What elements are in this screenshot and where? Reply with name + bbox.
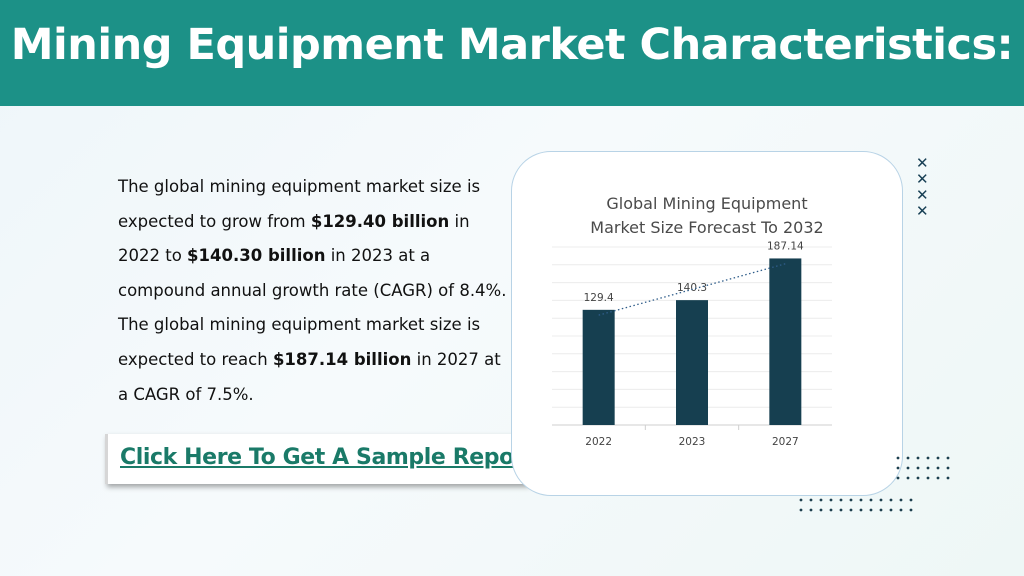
dot <box>849 508 853 512</box>
description-text-2: in 2022 to <box>118 211 470 266</box>
dot <box>896 466 900 470</box>
dot <box>946 456 950 460</box>
chart-title: Global Mining Equipment Market Size Fore… <box>512 192 902 240</box>
dot <box>829 508 833 512</box>
dot <box>889 498 893 502</box>
dot <box>946 466 950 470</box>
dot-pattern <box>799 498 913 512</box>
bar-2022 <box>582 309 615 425</box>
description-text-3: in 2023 at a compound annual growth rate… <box>118 246 507 369</box>
dot <box>936 466 940 470</box>
dot <box>936 476 940 480</box>
bar-2027 <box>769 258 802 425</box>
data-label-2023: 140.3 <box>677 282 707 294</box>
sample-report-box: Click Here To Get A Sample Report <box>105 434 535 484</box>
dot <box>799 508 803 512</box>
dot <box>879 508 883 512</box>
dot <box>946 476 950 480</box>
dot <box>906 456 910 460</box>
x-mark-icon: ✕ <box>916 187 929 204</box>
chart-title-line1: Global Mining Equipment <box>606 194 808 213</box>
market-description: The global mining equipment market size … <box>118 170 508 412</box>
sample-report-link[interactable]: Click Here To Get A Sample Report <box>120 445 535 470</box>
dot <box>896 476 900 480</box>
chart-title-line2: Market Size Forecast To 2032 <box>590 218 824 237</box>
dot <box>849 498 853 502</box>
dot <box>906 476 910 480</box>
dot <box>889 508 893 512</box>
description-text-1: The global mining equipment market size … <box>118 177 481 231</box>
page-title: Mining Equipment Market Characteristics: <box>10 20 1014 70</box>
x-mark-icon: ✕ <box>916 171 929 188</box>
dot <box>869 498 873 502</box>
dot <box>839 508 843 512</box>
dot-pattern <box>896 456 950 480</box>
dot <box>879 498 883 502</box>
value-2027: $187.14 billion <box>272 349 412 369</box>
dot <box>909 508 913 512</box>
dot <box>869 508 873 512</box>
chart-card: Global Mining Equipment Market Size Fore… <box>511 151 903 496</box>
description-text-4: in 2027 at a CAGR of 7.5%. <box>118 349 501 404</box>
dot <box>809 498 813 502</box>
trendline <box>598 263 786 316</box>
dot <box>909 498 913 502</box>
dot <box>916 466 920 470</box>
dot <box>809 508 813 512</box>
data-label-2027: 187.14 <box>767 240 804 252</box>
dot <box>799 498 803 502</box>
dot <box>819 508 823 512</box>
dot <box>899 498 903 502</box>
dot <box>859 508 863 512</box>
dot <box>926 456 930 460</box>
dot <box>839 498 843 502</box>
x-tick-label-2027: 2027 <box>772 436 799 448</box>
dot <box>906 466 910 470</box>
dot <box>916 476 920 480</box>
dot <box>899 508 903 512</box>
value-2022: $129.40 billion <box>310 211 450 231</box>
bar-chart: 129.4 2022 140.3 2023 187.14 2027 <box>552 240 832 448</box>
x-mark-icon: ✕ <box>916 155 929 172</box>
dot <box>896 456 900 460</box>
dot <box>819 498 823 502</box>
dot <box>926 466 930 470</box>
header-banner: Mining Equipment Market Characteristics: <box>0 0 1024 106</box>
dot <box>859 498 863 502</box>
dot <box>926 476 930 480</box>
dot <box>916 456 920 460</box>
value-2023: $140.30 billion <box>187 246 326 266</box>
data-label-2022: 129.4 <box>584 292 614 304</box>
x-tick-label-2022: 2022 <box>585 436 612 448</box>
dot <box>936 456 940 460</box>
dot <box>829 498 833 502</box>
x-mark-icon: ✕ <box>916 203 929 220</box>
x-tick-label-2023: 2023 <box>679 436 706 448</box>
bar-2023 <box>676 300 708 425</box>
